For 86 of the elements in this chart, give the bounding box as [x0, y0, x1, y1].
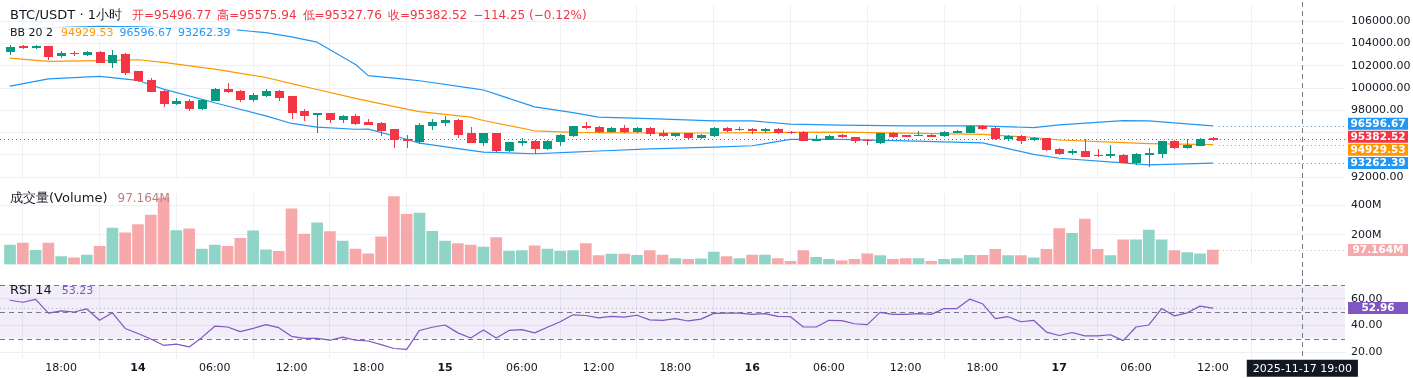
bar — [311, 222, 323, 265]
bar — [912, 258, 925, 265]
x-tick-label: 12:00 — [582, 361, 615, 375]
y-tick-label: 100000.00 — [1351, 80, 1411, 94]
bar — [42, 242, 55, 265]
annotation: 97.164M — [117, 191, 170, 205]
series-label: 94929.53 — [61, 26, 114, 39]
bar — [1117, 239, 1130, 265]
bar — [631, 254, 643, 265]
x-tick-label: 06:00 — [1120, 361, 1152, 375]
bar — [682, 258, 694, 265]
bar — [528, 245, 541, 265]
x-tick-label: 18:00 — [45, 361, 78, 375]
bar — [618, 253, 631, 265]
y-tick-label: 104000.00 — [1351, 36, 1411, 50]
bar — [759, 254, 771, 265]
ref-line-label: 2025-11-17 19:00 — [1252, 361, 1352, 375]
bar — [55, 256, 68, 265]
bar — [1168, 250, 1181, 265]
text: 93262.39 — [178, 26, 231, 39]
bar — [1002, 255, 1014, 265]
text: BB 20 2 — [10, 26, 54, 39]
y-tick-label: 40.00 — [1351, 318, 1383, 332]
bar — [4, 244, 16, 265]
x-tick-label: 17 — [1051, 361, 1067, 375]
bar — [874, 255, 886, 265]
text: 94929.53 — [1350, 142, 1406, 155]
bar — [170, 230, 183, 265]
bar — [477, 246, 490, 265]
x-tick-label: 15 — [437, 361, 453, 375]
x-tick-label: 14 — [130, 361, 146, 375]
annotation: 53.23 — [61, 284, 94, 297]
x-tick-label: 16 — [744, 361, 761, 375]
bar — [234, 238, 247, 265]
x-tick-label: 12:00 — [275, 361, 308, 375]
x-tick-label: 06:00 — [198, 361, 231, 375]
chart-title: 成交量(Volume) — [10, 190, 108, 205]
bar — [746, 254, 758, 265]
bar — [1104, 255, 1117, 265]
bar — [797, 250, 810, 265]
bar — [490, 237, 503, 265]
y-tick-label: 102000.00 — [1351, 58, 1411, 72]
bar — [183, 228, 195, 265]
y-tick-label: 106000.00 — [1351, 14, 1411, 28]
bar — [1066, 232, 1078, 265]
x-tick-label: 06:00 — [813, 361, 845, 375]
annotation: 95382.52 — [1350, 129, 1406, 142]
bar — [1015, 255, 1027, 265]
bar — [106, 227, 119, 265]
bar — [925, 260, 938, 265]
y-tick-label: 200M — [1351, 227, 1382, 241]
x-tick-label: 12:00 — [1196, 361, 1229, 375]
bar — [336, 240, 349, 265]
annotation: 97.164M — [1352, 243, 1404, 256]
annotation: 52.96 — [1361, 301, 1395, 314]
annotation: 低=95327.76 — [302, 8, 382, 22]
y-tick-label: 20.00 — [1351, 344, 1383, 358]
chart-title: BTC/USDT · 1小时 — [10, 7, 122, 22]
x-tick-label: 18:00 — [659, 361, 692, 375]
text: 96596.67 — [1350, 116, 1406, 129]
y-tick-label: 98000.00 — [1351, 103, 1404, 117]
x-tick-label: 12:00 — [889, 361, 922, 375]
annotation: 高=95575.94 — [217, 8, 297, 22]
annotation: 开=95496.77 — [131, 8, 212, 22]
bar — [16, 242, 29, 265]
bar — [669, 258, 682, 265]
bar — [93, 245, 106, 265]
bar — [720, 256, 733, 265]
bar — [29, 249, 42, 265]
bar — [221, 245, 234, 265]
y-tick-label: 92000.00 — [1351, 170, 1404, 184]
annotation: 收=95382.52 — [387, 8, 468, 22]
bar — [80, 254, 93, 265]
bar — [733, 258, 746, 265]
candlestick — [313, 113, 322, 133]
annotation: −114.25 (−0.12%) — [473, 8, 587, 22]
y-tick-label: 400M — [1351, 198, 1382, 212]
bar — [1027, 257, 1040, 265]
chart-title: RSI 14 — [10, 282, 52, 297]
series-label: 96596.67 — [119, 26, 173, 39]
x-tick-label: 18:00 — [352, 361, 385, 375]
bar — [324, 231, 336, 265]
text: 93262.39 — [1350, 156, 1406, 169]
bar — [68, 257, 80, 265]
x-tick-label: 18:00 — [966, 361, 999, 375]
x-tick-label: 06:00 — [505, 361, 538, 375]
